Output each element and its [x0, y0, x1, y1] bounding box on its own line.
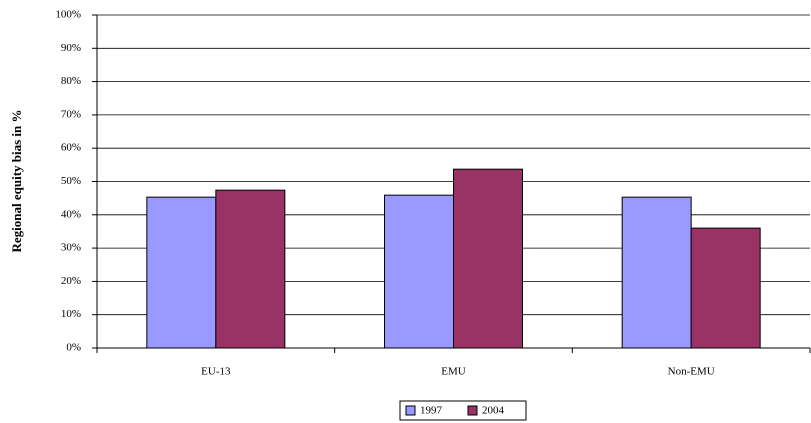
bar [215, 189, 286, 349]
y-tick-label: 0% [66, 342, 81, 354]
legend-swatch [405, 405, 416, 416]
bar [384, 194, 454, 349]
y-tick-label: 90% [61, 42, 81, 54]
legend-swatch [467, 405, 478, 416]
y-tick-label: 60% [61, 142, 81, 154]
bar [621, 196, 692, 349]
x-tick-label: EMU [441, 366, 466, 378]
legend-label: 1997 [420, 405, 443, 417]
bar [453, 168, 523, 349]
x-tick-label: EU-13 [201, 366, 231, 378]
y-tick-label: 30% [61, 242, 81, 254]
y-tick-label: 50% [61, 175, 81, 187]
x-tick-label: Non-EMU [668, 366, 715, 378]
legend-label: 2004 [482, 405, 505, 417]
legend-box [399, 400, 527, 421]
y-tick-label: 20% [61, 275, 81, 287]
bar [690, 227, 761, 349]
y-tick-label: 80% [61, 75, 81, 87]
y-tick-label: 100% [55, 9, 81, 21]
y-tick-label: 10% [61, 308, 81, 320]
y-axis-label: Regional equity bias in % [9, 109, 24, 252]
y-tick-label: 40% [61, 208, 81, 220]
y-tick-label: 70% [61, 108, 81, 120]
bar [146, 196, 217, 349]
